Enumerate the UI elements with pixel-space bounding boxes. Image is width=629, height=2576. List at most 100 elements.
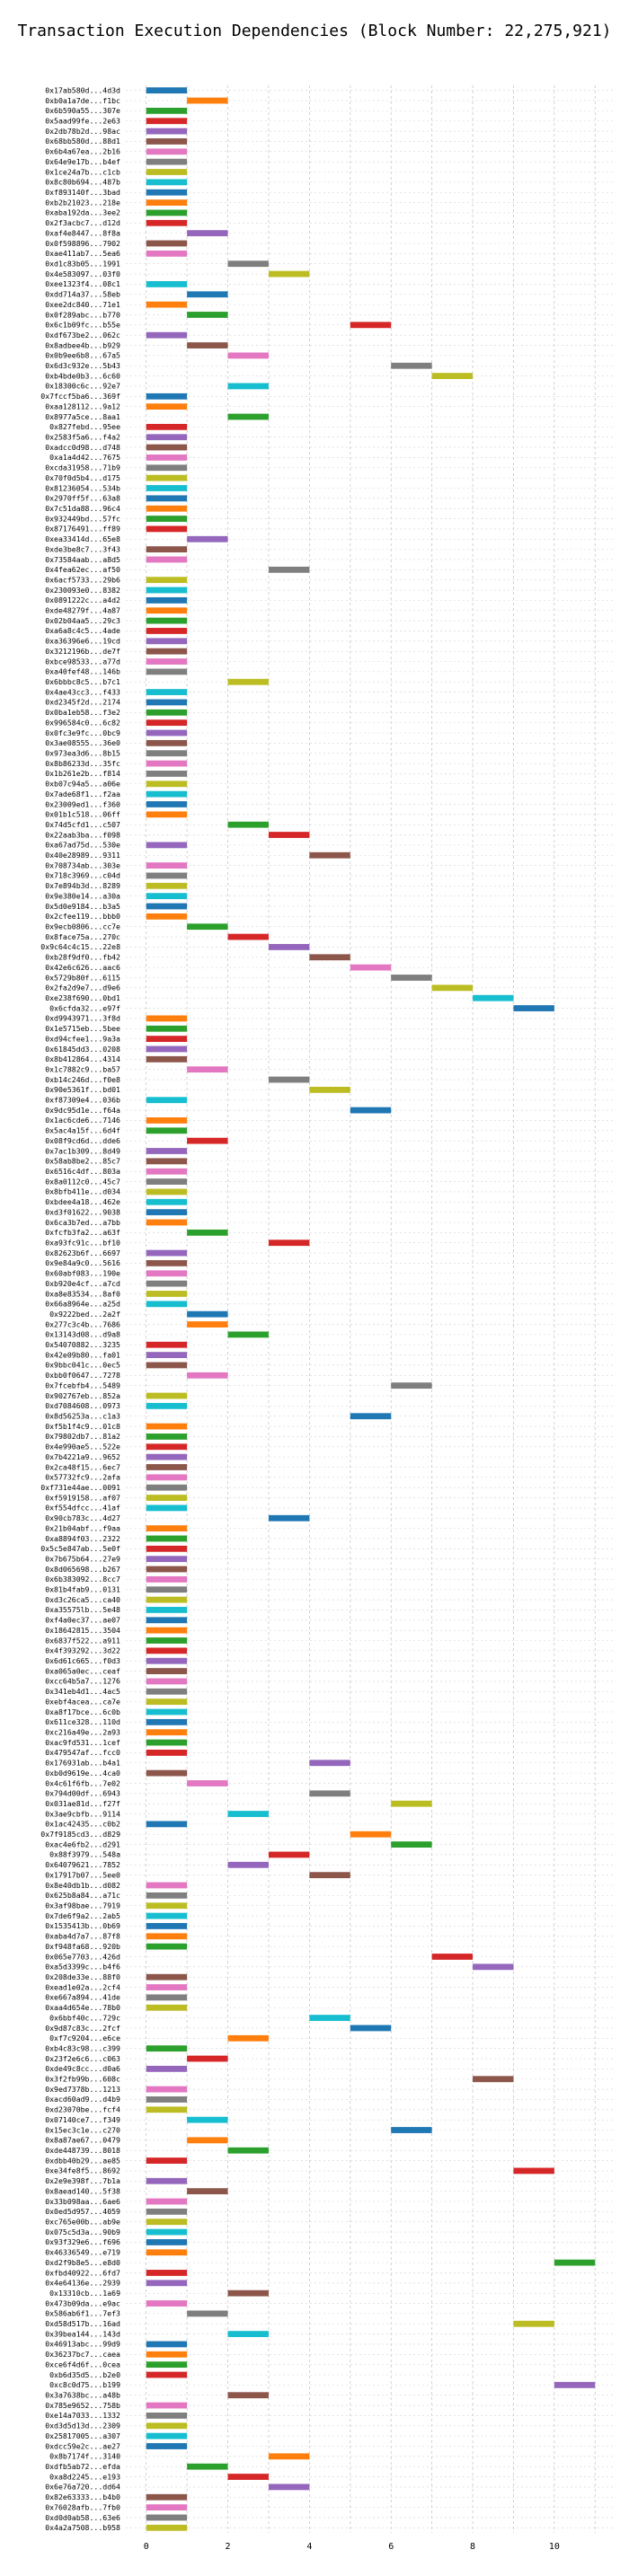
transaction-bar: [146, 2504, 188, 2511]
y-tick-label: 0xdd714a37...58eb: [45, 290, 120, 299]
y-tick-label: 0x176931ab...b4a1: [45, 1759, 120, 1768]
transaction-bar: [268, 270, 310, 278]
transaction-bar: [268, 1851, 310, 1858]
y-tick-label: 0xd2345f2d...2174: [45, 698, 120, 707]
y-tick-label: 0x473b09da...e9ac: [45, 2298, 120, 2307]
y-tick-label: 0xd3f01622...9038: [45, 1207, 120, 1216]
y-tick-label: 0x9d87c83c...2fcf: [45, 2024, 120, 2033]
y-tick-label: 0x4fea62ec...af50: [45, 565, 120, 574]
y-tick-label: 0xaba4d7a7...87f8: [45, 1932, 120, 1941]
y-tick-label: 0x0b9ee6b8...67a5: [45, 351, 120, 360]
transaction-bar: [146, 1708, 188, 1716]
transaction-bar: [309, 851, 350, 859]
chart-title: Transaction Execution Dependencies (Bloc…: [17, 22, 612, 40]
y-tick-label: 0xa8894f03...2322: [45, 1534, 120, 1543]
y-tick-label: 0xde448739...8018: [45, 2146, 120, 2155]
y-tick-label: 0xe34fe8f5...8692: [45, 2166, 120, 2175]
y-tick-label: 0xa8d2245...e193: [49, 2472, 120, 2481]
y-tick-label: 0x973ea3d6...8b15: [45, 748, 120, 757]
y-tick-label: 0x611ce328...110d: [45, 1717, 120, 1726]
transaction-bar: [146, 1291, 188, 1297]
x-tick-label: 2: [226, 2542, 231, 2552]
transaction-bar: [391, 362, 432, 369]
transaction-bar: [146, 1637, 188, 1644]
y-tick-label: 0x60abf083...190e: [45, 1269, 120, 1278]
transaction-bar: [187, 2137, 228, 2144]
transaction-bar: [146, 434, 188, 441]
y-tick-label: 0x22aab3ba...f098: [45, 830, 120, 839]
transaction-bar: [513, 1005, 554, 1011]
y-tick-label: 0x031ae81d...f27f: [45, 1799, 120, 1808]
y-tick-label: 0x718c3969...c04d: [45, 871, 120, 880]
y-tick-label: 0xebf4acea...ca7e: [45, 1697, 120, 1706]
y-tick-label: 0xf4a0ec37...ae07: [45, 1616, 120, 1625]
transaction-bar: [146, 1127, 188, 1134]
y-tick-label: 0x81b4fab9...0131: [45, 1585, 120, 1594]
y-tick-label: 0x5aad99fe...2e63: [45, 117, 120, 126]
y-tick-label: 0xd3d5d13d...2309: [45, 2422, 120, 2430]
y-tick-label: 0xfbd40922...6fd7: [45, 2268, 120, 2277]
transaction-bar: [146, 1495, 188, 1501]
transaction-bar: [146, 219, 188, 226]
y-tick-label: 0x6c1b09fc...b55e: [45, 321, 120, 330]
transaction-bar: [146, 1984, 188, 1990]
y-tick-label: 0xd1c83b05...1991: [45, 259, 120, 268]
y-tick-label: 0xa8e83534...8af0: [45, 1289, 120, 1298]
transaction-bar: [146, 1362, 188, 1369]
y-tick-label: 0x0891222c...a4d2: [45, 595, 120, 604]
y-tick-label: 0x33b098aa...6ae6: [45, 2197, 120, 2206]
transaction-bar: [431, 373, 474, 379]
transaction-bar: [146, 771, 188, 777]
transaction-bar: [146, 1025, 188, 1032]
y-tick-label: 0x0ba1eb58...f3e2: [45, 708, 120, 717]
transaction-bar: [227, 2034, 269, 2042]
transaction-bar: [350, 1107, 392, 1114]
transaction-bar: [554, 2259, 596, 2266]
y-tick-label: 0x2583f5a6...f4a2: [45, 433, 120, 442]
y-tick-label: 0x2f3acbc7...d12d: [45, 218, 120, 227]
transaction-bar: [146, 913, 188, 920]
transaction-bar: [146, 2371, 188, 2378]
transaction-bar: [146, 638, 188, 645]
y-tick-label: 0x7ade68f1...f2aa: [45, 790, 120, 798]
transaction-bar: [146, 2208, 188, 2215]
y-tick-label: 0xc216a49e...2a93: [45, 1727, 120, 1736]
transaction-bar: [146, 1055, 188, 1063]
transaction-bar: [187, 923, 228, 931]
y-tick-label: 0x87176491...ff89: [45, 525, 120, 534]
transaction-bar: [146, 495, 188, 502]
y-tick-label: 0x8977a5ce...8aa1: [45, 412, 120, 421]
transaction-bar: [268, 566, 310, 573]
transaction-bar: [146, 516, 188, 522]
y-tick-label: 0xf893140f...3bad: [45, 188, 120, 197]
transaction-bar: [473, 2076, 514, 2083]
transaction-bar: [146, 1586, 188, 1593]
y-tick-label: 0x3212196b...de7f: [45, 647, 120, 656]
y-tick-label: 0x74d5cfd1...c507: [45, 820, 120, 829]
y-tick-label: 0xae411ab7...5ea6: [45, 249, 120, 258]
y-tick-label: 0xac9fd531...1cef: [45, 1738, 120, 1747]
y-tick-label: 0x9222bed...2a2f: [49, 1310, 120, 1319]
y-tick-label: 0x23009ed1...f360: [45, 799, 120, 808]
y-tick-label: 0x785e9652...758b: [45, 2401, 120, 2410]
transaction-bar: [146, 169, 188, 175]
x-tick-label: 8: [470, 2542, 475, 2552]
transaction-bar: [268, 1239, 310, 1247]
transaction-bar: [146, 1657, 188, 1664]
transaction-bar: [146, 1280, 188, 1287]
transaction-bar: [146, 128, 188, 135]
transaction-bar: [146, 1923, 188, 1929]
transaction-bar: [146, 882, 188, 889]
transaction-bar: [146, 1821, 188, 1828]
y-tick-label: 0xadcc0d98...d748: [45, 443, 120, 452]
y-tick-label: 0x7b675b64...27e9: [45, 1554, 120, 1563]
y-tick-label: 0x73584aab...a8d5: [45, 555, 120, 564]
x-tick-label: 6: [388, 2542, 394, 2552]
transaction-bar: [146, 2086, 188, 2093]
transaction-bar: [146, 1596, 188, 1603]
transaction-bar: [146, 1392, 188, 1399]
transaction-bar: [146, 525, 188, 533]
transaction-bar: [146, 423, 188, 430]
y-tick-label: 0x794d00df...6943: [45, 1789, 120, 1798]
